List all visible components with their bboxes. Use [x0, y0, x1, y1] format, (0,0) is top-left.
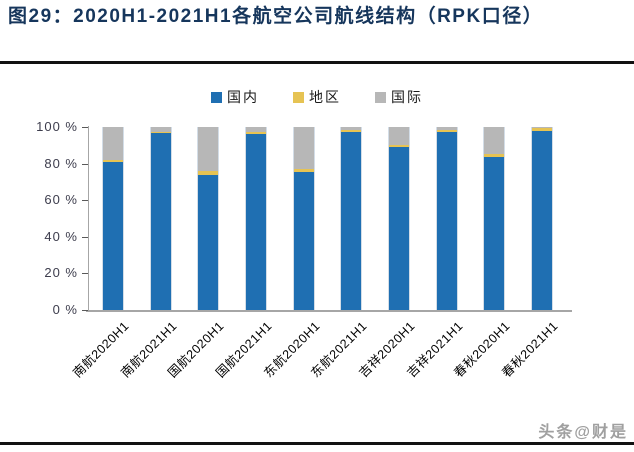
bar-segment-国际	[150, 127, 171, 132]
stacked-bar-吉祥2020H1	[388, 127, 411, 310]
watermark-text: 头条@财是	[538, 424, 628, 441]
stacked-bar-吉祥2021H1	[435, 127, 458, 310]
bar-segment-国际	[102, 127, 123, 160]
legend-item-domestic: 国内	[211, 87, 259, 107]
y-axis-tick-label: 60 %	[44, 192, 78, 208]
bar-slot	[137, 127, 185, 310]
bar-group	[89, 127, 566, 310]
bar-segment-国际	[293, 127, 314, 170]
bar-segment-国际	[436, 127, 457, 131]
bar-segment-国际	[198, 127, 219, 171]
y-axis-tick-label: 0 %	[52, 302, 78, 317]
stacked-bar-南航2020H1	[101, 127, 124, 310]
stacked-bar-国航2021H1	[244, 127, 267, 310]
y-axis-tick-label: 80 %	[44, 155, 78, 171]
stacked-bar-国航2020H1	[197, 127, 220, 310]
bar-segment-地区	[532, 128, 553, 131]
y-axis-tick	[82, 127, 88, 128]
bar-segment-国内	[484, 157, 505, 310]
bar-slot	[184, 127, 232, 310]
bar-segment-地区	[198, 170, 219, 175]
bar-segment-地区	[436, 130, 457, 132]
y-axis-tick	[82, 236, 88, 238]
bar-segment-国内	[198, 174, 219, 310]
bar-slot	[232, 127, 280, 310]
y-axis-tick-label: 20 %	[44, 265, 78, 281]
bar-segment-国内	[245, 134, 266, 310]
legend-swatch-international	[375, 91, 386, 103]
stacked-bar-南航2021H1	[149, 127, 172, 310]
bar-segment-国内	[389, 147, 410, 310]
legend-swatch-regional	[293, 91, 304, 103]
bar-slot	[375, 127, 423, 310]
bar-segment-国际	[389, 127, 410, 145]
y-axis-tick-label: 100 %	[36, 119, 78, 134]
legend-swatch-domestic	[211, 91, 222, 103]
x-axis-line	[86, 310, 572, 312]
bar-segment-国际	[245, 127, 266, 132]
bar-slot	[89, 127, 137, 310]
stacked-bar-东航2021H1	[340, 127, 363, 310]
bar-segment-国内	[341, 131, 362, 310]
chart-legend: 国内 地区 国际	[0, 87, 634, 107]
bar-segment-国际	[484, 127, 505, 155]
bar-slot	[280, 127, 328, 310]
y-axis-tick	[82, 163, 88, 165]
bar-slot	[518, 127, 566, 310]
bar-segment-国内	[102, 161, 123, 310]
legend-label-domestic: 国内	[227, 89, 259, 105]
legend-item-regional: 地区	[293, 87, 341, 107]
legend-label-international: 国际	[391, 89, 423, 105]
bottom-divider-line	[0, 442, 634, 445]
legend-label-regional: 地区	[309, 89, 341, 105]
bar-slot	[471, 127, 519, 310]
bar-segment-国际	[341, 127, 362, 131]
bar-slot	[328, 127, 376, 310]
y-axis-tick	[82, 200, 88, 202]
bar-segment-国际	[532, 127, 553, 129]
bar-segment-地区	[245, 131, 266, 135]
y-axis-tick-label: 40 %	[44, 228, 78, 244]
bar-segment-地区	[150, 131, 171, 133]
y-axis-tick	[82, 273, 88, 275]
bar-segment-地区	[102, 159, 123, 162]
y-axis-tick	[82, 310, 88, 311]
y-axis-line	[88, 126, 89, 311]
stacked-bar-春秋2020H1	[483, 127, 506, 310]
bar-segment-国内	[150, 132, 171, 310]
stacked-bar-春秋2021H1	[531, 127, 554, 310]
figure-title: 图29：2020H1-2021H1各航空公司航线结构（RPK口径）	[8, 6, 544, 27]
bar-segment-国内	[532, 130, 553, 310]
bar-segment-国内	[436, 131, 457, 310]
stacked-bar-东航2020H1	[292, 127, 315, 310]
bar-segment-地区	[341, 130, 362, 132]
bar-segment-地区	[293, 169, 314, 172]
bar-segment-地区	[484, 154, 505, 158]
bar-segment-国内	[293, 171, 314, 310]
title-divider-line	[0, 61, 634, 64]
bar-segment-地区	[389, 144, 410, 148]
bar-slot	[423, 127, 471, 310]
legend-item-international: 国际	[375, 87, 423, 107]
